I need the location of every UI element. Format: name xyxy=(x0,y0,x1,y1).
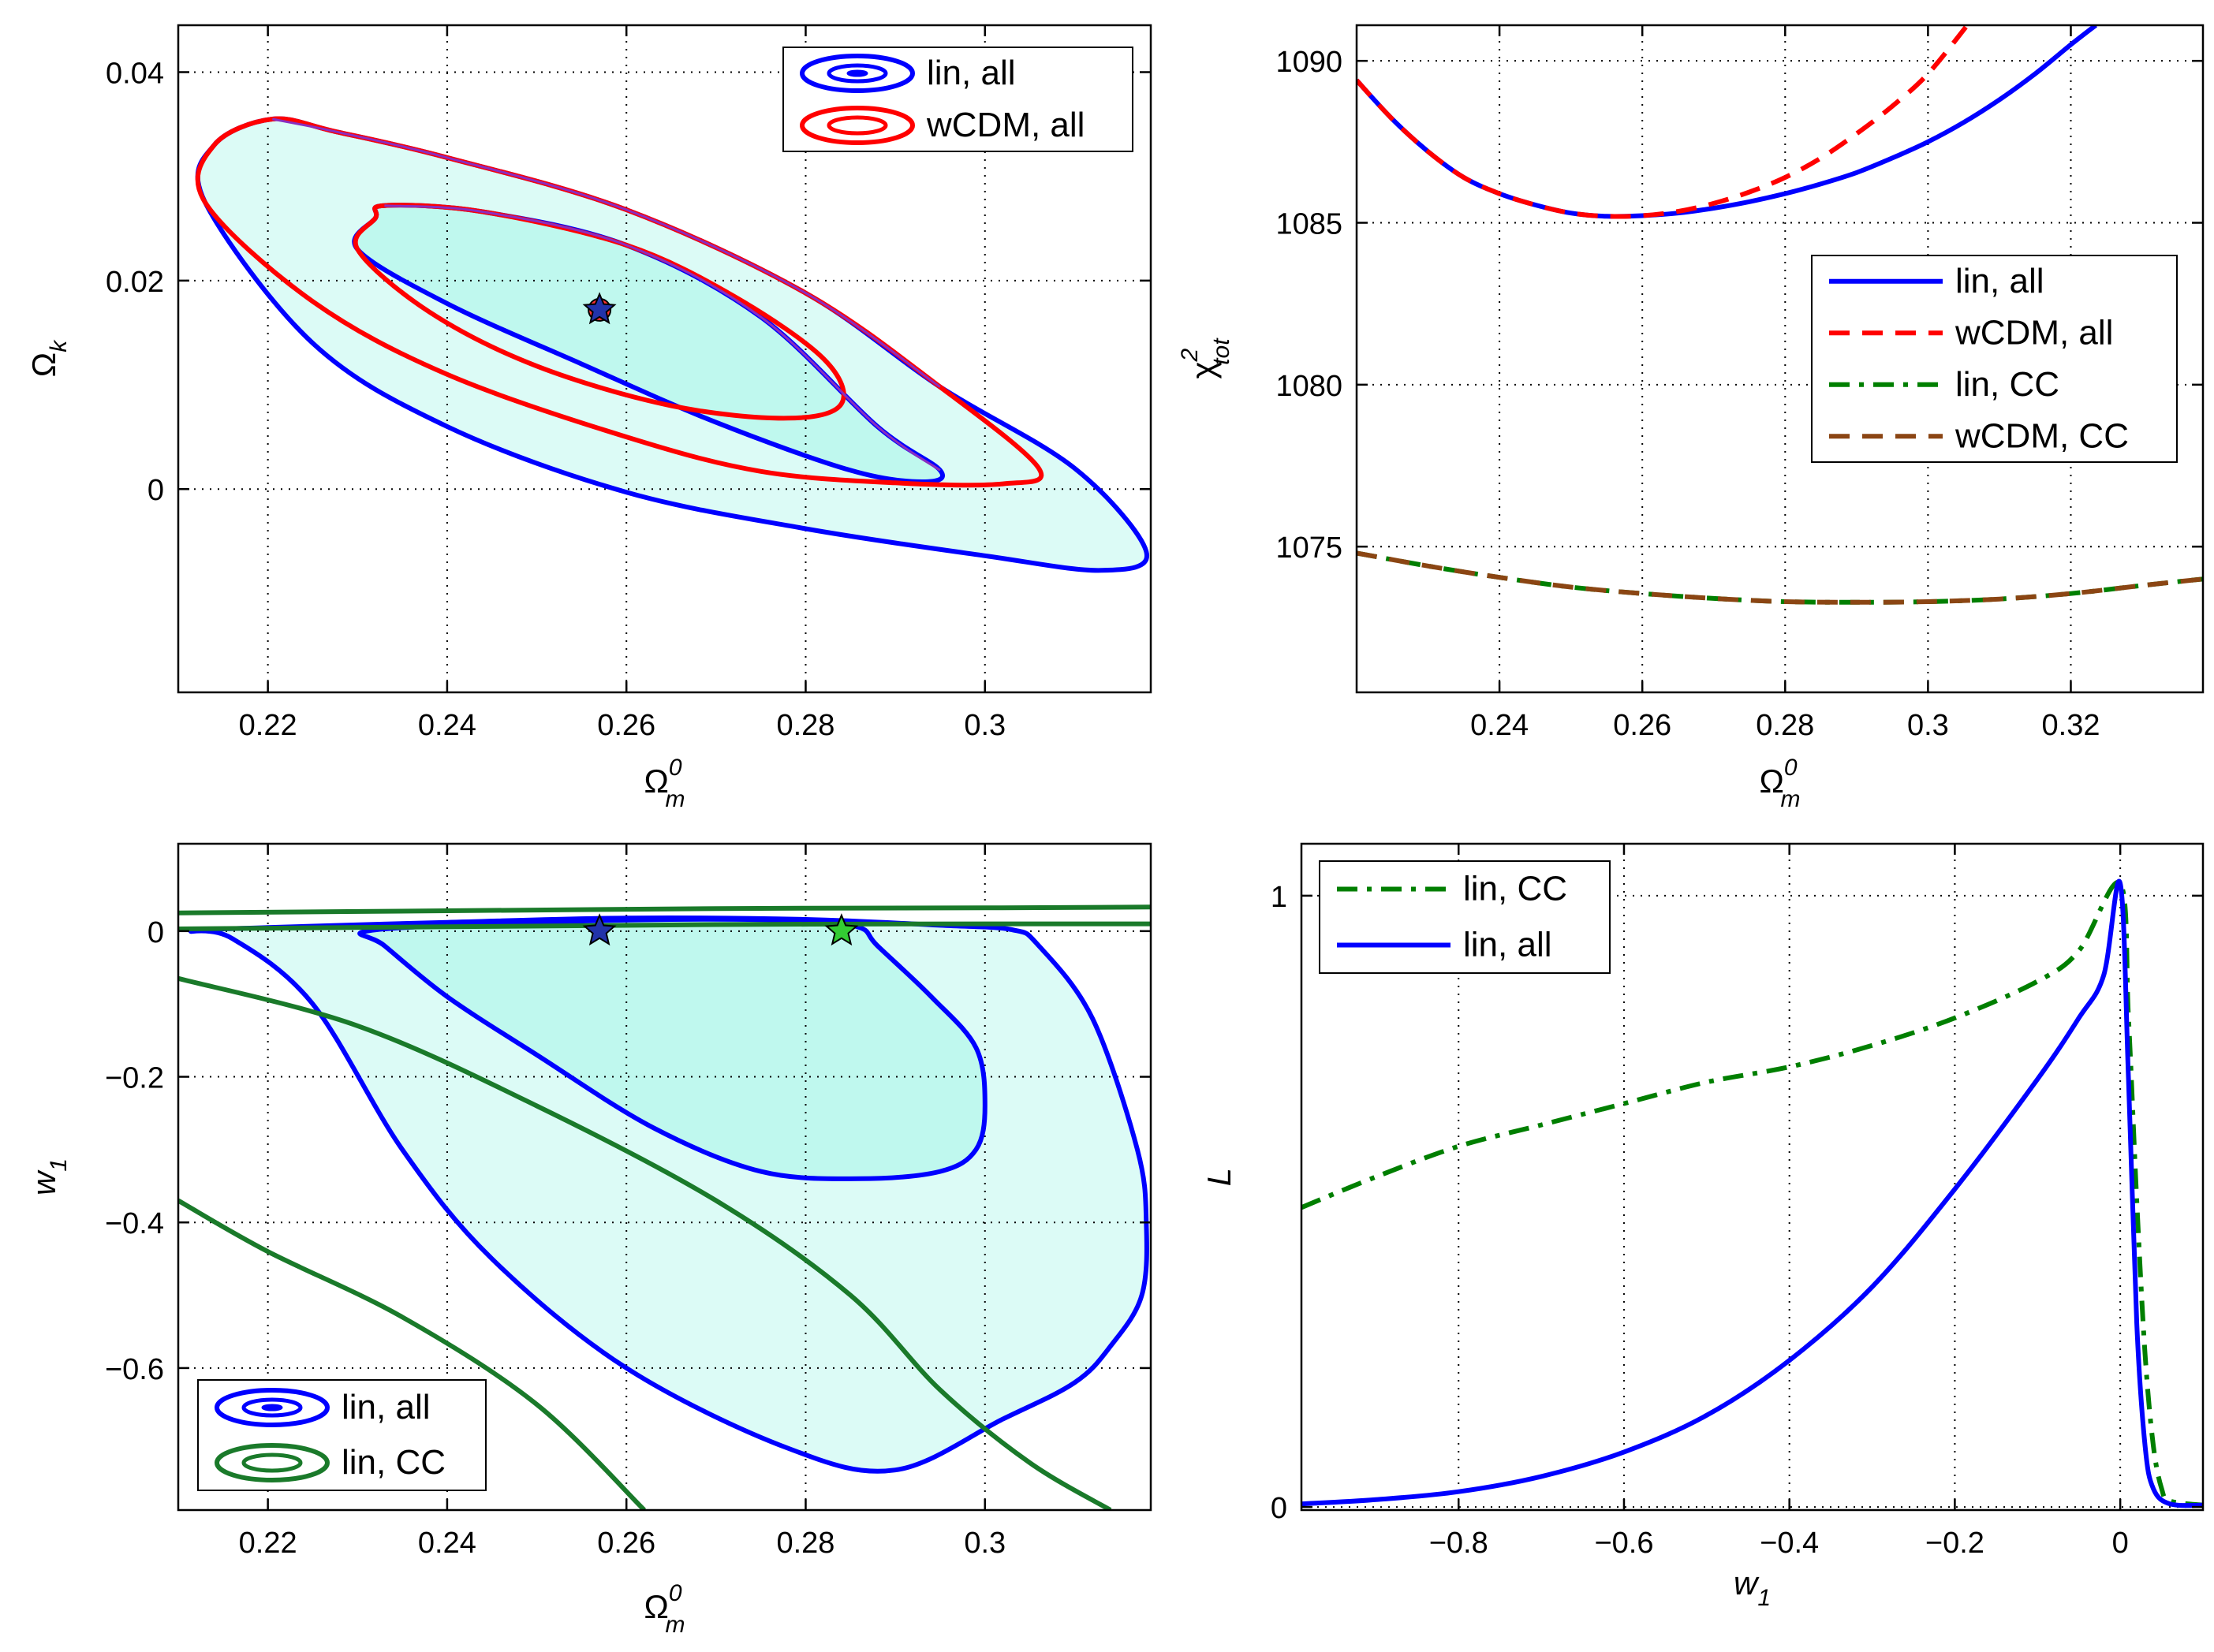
legend-label-0: lin, CC xyxy=(1463,870,1567,908)
y-tick-label-2: 0.04 xyxy=(106,57,164,90)
chart-top-right: 0.24 0.26 0.28 0.3 0.32 1075 1080 1085 1090 Ω0 m χ2… xyxy=(1177,24,2205,812)
y-tick-label-2: 1085 xyxy=(1275,208,1342,241)
y-tick-label-0: 0 xyxy=(1271,1492,1287,1525)
legend-box xyxy=(197,1379,487,1491)
x-tick-label-0: 0.22 xyxy=(239,709,297,742)
legend-label-3: wCDM, CC xyxy=(1955,416,2129,455)
series-line-2 xyxy=(178,904,1151,915)
x-tick-label-4: 0.3 xyxy=(964,1527,1006,1560)
x-tick-label-1: 0.24 xyxy=(418,1527,476,1560)
x-tick-label-0: −0.8 xyxy=(1429,1527,1488,1560)
contour-fill-1 xyxy=(354,205,943,482)
contour-fill-1 xyxy=(360,919,985,1179)
y-axis-title: χ2 tot xyxy=(1177,337,1234,379)
legend-label-1: wCDM, all xyxy=(1955,313,2113,352)
x-axis-title: Ω0 m xyxy=(644,755,685,812)
legend-icon-1 xyxy=(800,106,915,145)
y-tick-label-2: −0.2 xyxy=(105,1062,164,1095)
y-tick-label-3: 0 xyxy=(147,916,164,949)
x-tick-label-0: 0.22 xyxy=(239,1527,297,1560)
x-tick-label-2: 0.28 xyxy=(1756,709,1814,742)
series-line-0 xyxy=(1301,879,2203,1508)
y-axis-title: L xyxy=(1200,1168,1238,1186)
legend-icon-0 xyxy=(800,54,915,93)
legend-icon-inner-1 xyxy=(241,1452,303,1473)
legend: lin, all wCDM, all xyxy=(782,47,1133,152)
legend-label-1: lin, CC xyxy=(342,1443,446,1482)
series-line-4 xyxy=(178,975,1112,1510)
legend: lin, all wCDM, all lin, CC wCDM, CC xyxy=(1811,255,2178,463)
y-axis-title: Ωk xyxy=(25,339,72,377)
series-line-3 xyxy=(1357,550,2203,605)
y-tick-label-0: −0.6 xyxy=(105,1353,164,1386)
x-axis-title: w1 xyxy=(1734,1564,1771,1611)
axes-box xyxy=(1300,842,2205,1512)
legend-icon-core-0 xyxy=(846,69,868,77)
legend-label-0: lin, all xyxy=(342,1388,431,1426)
legend-label-0: lin, all xyxy=(1955,262,2044,300)
x-tick-label-3: 0.28 xyxy=(776,1527,834,1560)
legend-label-1: wCDM, all xyxy=(926,106,1085,144)
overlap-edge-0 xyxy=(272,117,941,388)
legend-box xyxy=(1319,860,1611,974)
legend: lin, all lin, CC xyxy=(197,1379,487,1491)
y-axis-title: w1 xyxy=(25,1158,72,1195)
x-tick-label-1: 0.26 xyxy=(1613,709,1671,742)
plot-content xyxy=(1357,25,2203,692)
axes-box xyxy=(177,842,1152,1512)
series-line-0 xyxy=(1357,25,2098,219)
y-tick-label-1: 1080 xyxy=(1275,370,1342,403)
x-tick-label-4: 0.3 xyxy=(964,709,1006,742)
overlap-edge-1 xyxy=(384,204,941,472)
legend-box xyxy=(1811,255,2178,463)
legend-label-2: lin, CC xyxy=(1955,365,2059,404)
series-line-1 xyxy=(1301,878,2203,1508)
series-line-5 xyxy=(178,1198,647,1510)
x-tick-label-4: 0 xyxy=(2112,1527,2129,1560)
y-tick-label-0: 0 xyxy=(147,474,164,507)
x-tick-label-3: 0.3 xyxy=(1907,709,1949,742)
marker-0 xyxy=(582,913,617,946)
legend-box xyxy=(782,47,1133,152)
y-tick-label-3: 1090 xyxy=(1275,46,1342,79)
y-tick-label-0: 1075 xyxy=(1275,531,1342,565)
plot-content xyxy=(178,844,1151,1510)
series-line-1 xyxy=(357,916,988,1181)
series-line-1 xyxy=(1357,25,1969,219)
x-tick-label-3: 0.28 xyxy=(776,709,834,742)
x-tick-label-2: 0.26 xyxy=(597,1527,655,1560)
plot-content xyxy=(1301,844,2203,1510)
x-axis-title: Ω0 m xyxy=(1759,755,1800,812)
x-tick-label-4: 0.32 xyxy=(2042,709,2100,742)
axes-box xyxy=(1355,24,2205,694)
plot-content xyxy=(178,25,1151,692)
series-line-3 xyxy=(178,921,1151,931)
legend-icon-0 xyxy=(215,1388,330,1427)
legend-label-1: lin, all xyxy=(1463,926,1552,964)
y-tick-label-1: 1 xyxy=(1271,881,1287,914)
legend-icon-core-0 xyxy=(261,1404,283,1411)
legend-icon-inner-0 xyxy=(827,63,888,84)
x-tick-label-2: 0.26 xyxy=(597,709,655,742)
chart-bottom-left: 0.22 0.24 0.26 0.28 0.3 −0.6 −0.4 −0.2 0 Ω0 m w1 lin… xyxy=(25,842,1152,1638)
x-axis-title: Ω0 m xyxy=(644,1580,685,1638)
marker-1 xyxy=(582,292,617,325)
x-tick-label-2: −0.4 xyxy=(1760,1527,1819,1560)
legend-label-0: lin, all xyxy=(927,54,1016,92)
y-tick-label-1: −0.4 xyxy=(105,1207,164,1240)
x-tick-label-1: −0.6 xyxy=(1594,1527,1653,1560)
legend-icon-inner-1 xyxy=(827,115,888,136)
legend-icon-inner-0 xyxy=(241,1397,303,1418)
chart-top-left: 0.22 0.24 0.26 0.28 0.3 0 0.02 0.04 Ω0 m Ωk lin, al… xyxy=(25,24,1152,812)
x-tick-label-3: −0.2 xyxy=(1925,1527,1984,1560)
axes-box xyxy=(177,24,1152,694)
x-tick-label-1: 0.24 xyxy=(418,709,476,742)
legend: lin, CC lin, all xyxy=(1319,860,1611,974)
marker-1 xyxy=(824,913,859,946)
legend-icon-1 xyxy=(215,1443,330,1482)
x-tick-label-0: 0.24 xyxy=(1470,709,1529,742)
y-tick-label-1: 0.02 xyxy=(106,266,164,299)
